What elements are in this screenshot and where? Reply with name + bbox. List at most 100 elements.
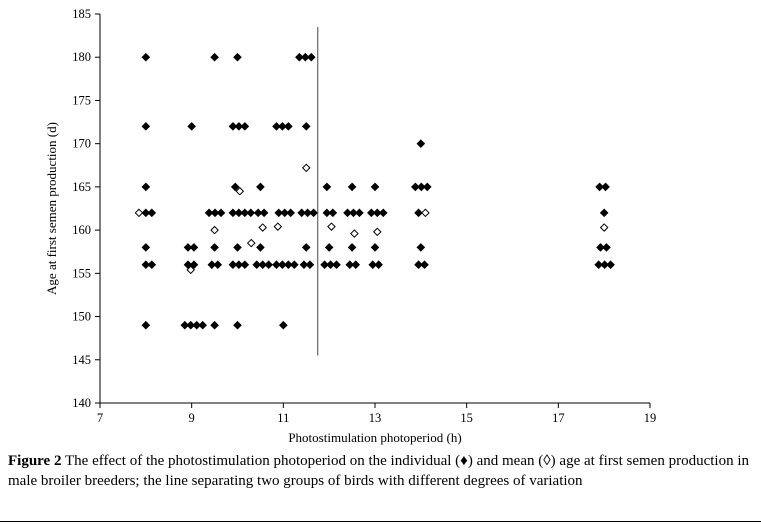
- data-point-individual: [372, 208, 382, 218]
- data-point-individual: [367, 208, 376, 218]
- data-point-individual: [274, 208, 284, 218]
- y-tick-label: 165: [72, 180, 91, 194]
- figure-bottom-rule: [0, 521, 761, 522]
- data-point-individual: [347, 243, 357, 252]
- data-point-individual: [378, 208, 388, 218]
- data-point-individual: [234, 208, 244, 218]
- data-point-individual: [422, 182, 432, 192]
- data-point-individual: [147, 260, 157, 269]
- data-point-individual: [259, 208, 269, 218]
- data-point-individual: [233, 243, 242, 252]
- x-tick-label: 15: [460, 411, 473, 425]
- data-point-individual: [343, 208, 352, 218]
- y-tick-label: 175: [72, 93, 91, 107]
- data-point-individual: [180, 320, 190, 330]
- data-point-individual: [210, 52, 219, 62]
- data-point-individual: [192, 320, 202, 330]
- data-point-individual: [594, 260, 603, 269]
- data-point-individual: [256, 243, 265, 252]
- y-tick-label: 185: [72, 7, 91, 21]
- x-axis-title: Photostimulation photoperiod (h): [288, 430, 461, 445]
- caption-text: The effect of the photostimulation photo…: [8, 453, 750, 489]
- data-point-individual: [355, 208, 364, 218]
- data-point-mean: [258, 223, 268, 232]
- data-point-individual: [324, 243, 334, 252]
- data-point-individual: [234, 260, 244, 269]
- data-point-individual: [272, 260, 281, 269]
- data-point-individual: [284, 260, 293, 269]
- data-point-individual: [368, 260, 378, 269]
- data-point-individual: [349, 208, 358, 218]
- data-point-mean: [327, 222, 336, 231]
- data-point-individual: [320, 260, 329, 269]
- data-point-individual: [210, 320, 219, 330]
- data-point-individual: [246, 208, 256, 218]
- data-point-mean: [372, 227, 382, 237]
- data-point-individual: [411, 182, 420, 192]
- data-point-individual: [297, 208, 306, 218]
- data-point-individual: [595, 182, 604, 192]
- data-point-mean: [246, 238, 256, 248]
- data-point-individual: [240, 122, 250, 131]
- data-point-individual: [240, 260, 250, 269]
- data-point-individual: [295, 52, 304, 62]
- x-tick-label: 19: [644, 411, 657, 425]
- data-point-individual: [204, 208, 214, 218]
- data-point-individual: [601, 182, 610, 192]
- data-point-mean: [186, 265, 196, 275]
- data-point-individual: [256, 182, 265, 192]
- data-point-mean: [273, 222, 283, 231]
- data-point-individual: [299, 260, 309, 269]
- data-point-individual: [286, 208, 295, 218]
- data-point-individual: [141, 182, 151, 192]
- data-point-individual: [198, 320, 207, 330]
- scatter-chart: 140 145 150 155 160 165 170 175 180 185 7 9 11 13 15 17…: [44, 7, 657, 445]
- data-point-individual: [141, 122, 151, 131]
- figure-caption: Figure 2 The effect of the photostimulat…: [0, 446, 761, 492]
- data-point-individual: [186, 320, 196, 330]
- data-point-mean: [235, 186, 245, 196]
- data-point-individual: [228, 208, 238, 218]
- data-point-individual: [599, 208, 609, 218]
- data-point-individual: [279, 320, 288, 330]
- data-point-individual: [414, 260, 423, 269]
- data-point-individual: [606, 260, 615, 269]
- data-point-individual: [347, 182, 357, 192]
- data-point-individual: [233, 52, 242, 62]
- data-point-individual: [309, 208, 318, 218]
- data-point-individual: [322, 182, 332, 192]
- data-point-mean: [134, 208, 144, 218]
- data-point-individual: [141, 52, 151, 62]
- data-point-individual: [141, 243, 151, 252]
- data-point-individual: [370, 243, 380, 252]
- data-point-individual: [258, 260, 268, 269]
- x-tick-label: 17: [552, 411, 565, 425]
- data-point-individual: [280, 208, 290, 218]
- data-point-individual: [189, 243, 199, 252]
- data-point-individual: [189, 260, 199, 269]
- data-point-individual: [183, 260, 193, 269]
- data-point-individual: [272, 122, 281, 131]
- caption-label: Figure 2: [8, 453, 62, 469]
- data-point-individual: [374, 260, 383, 269]
- data-point-individual: [306, 52, 316, 62]
- data-point-mean: [421, 208, 430, 218]
- data-point-individual: [210, 243, 219, 252]
- y-tick-label: 180: [72, 50, 91, 64]
- data-point-mean: [599, 223, 609, 232]
- y-tick-label: 155: [72, 266, 91, 280]
- data-point-individual: [228, 122, 238, 131]
- data-point-individual: [332, 260, 341, 269]
- data-point-individual: [233, 320, 242, 330]
- data-point-individual: [416, 182, 426, 192]
- data-point-individual: [187, 122, 196, 131]
- data-point-individual: [351, 260, 361, 269]
- data-point-individual: [278, 260, 287, 269]
- data-point-individual: [230, 182, 240, 192]
- y-tick-label: 170: [72, 137, 91, 151]
- data-point-individual: [141, 208, 151, 218]
- data-point-individual: [234, 122, 244, 131]
- data-point-individual: [183, 243, 193, 252]
- data-point-individual: [284, 122, 293, 131]
